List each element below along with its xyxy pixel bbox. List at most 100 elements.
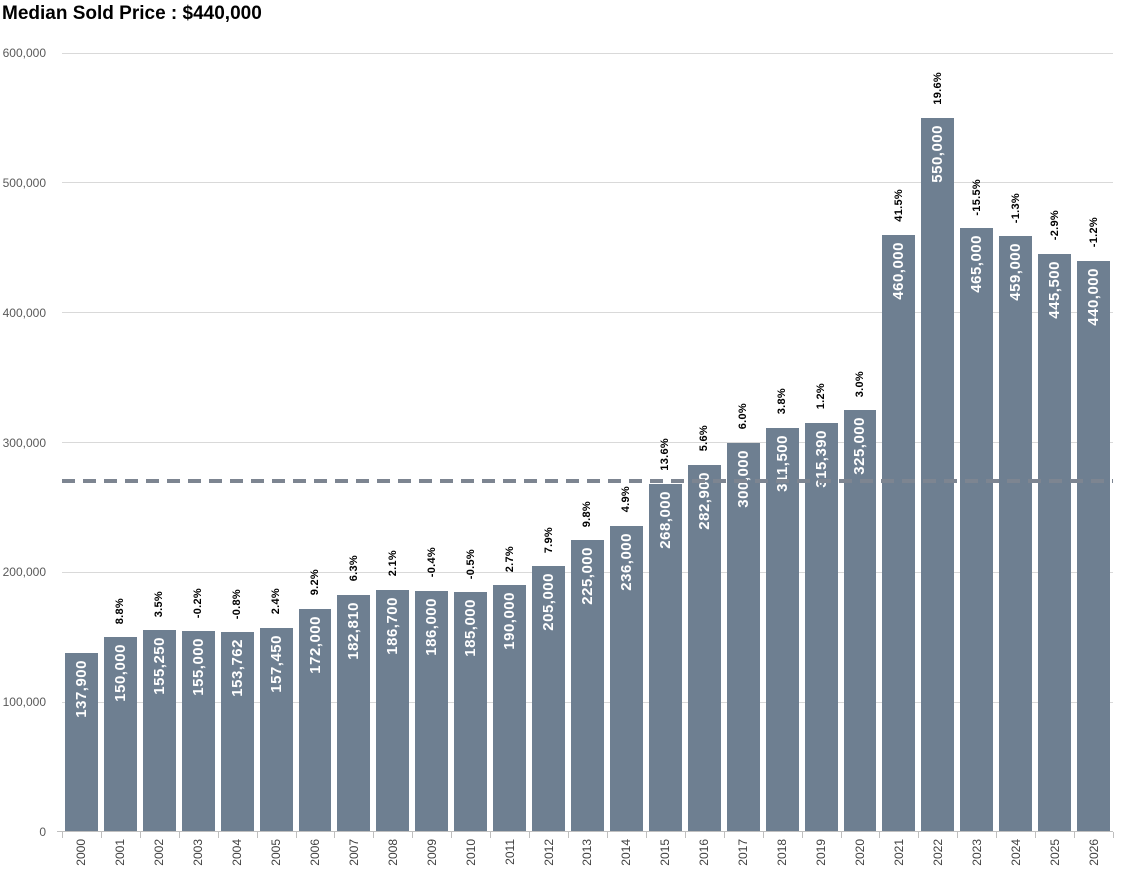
x-axis-label: 2014 (619, 839, 634, 866)
pct-change-label-wrap: -0.2% (179, 588, 218, 618)
x-axis-label-slot: 2010 (451, 839, 490, 873)
x-axis-label: 2013 (580, 839, 595, 866)
pct-change-label-wrap: -0.5% (451, 549, 490, 579)
bar: 150,000 (103, 637, 137, 832)
x-axis-label: 2016 (697, 839, 712, 866)
bar-slot: 236,000 4.9% (607, 53, 646, 832)
x-axis-label-slot: 2014 (607, 839, 646, 873)
bar: 190,000 (493, 585, 527, 832)
pct-change-label-wrap: -0.4% (412, 547, 451, 577)
pct-change-label: 6.0% (737, 403, 750, 430)
bar-slot: 182,810 6.3% (334, 53, 373, 832)
bar-slot: 459,000 -1.3% (996, 53, 1035, 832)
x-axis-tick (256, 832, 258, 838)
pct-change-label-wrap: -1.3% (996, 193, 1035, 223)
x-axis-label-slot: 2003 (179, 839, 218, 873)
bar: 236,000 (609, 525, 643, 832)
x-axis-tick (996, 832, 998, 838)
bar-slot: 311,500 3.8% (763, 53, 802, 832)
x-axis-label-slot: 2020 (841, 839, 880, 873)
bar: 315,390 (804, 422, 838, 832)
x-axis-tick (100, 832, 102, 838)
y-gridline (62, 52, 1113, 54)
x-axis-label-slot: 2004 (218, 839, 257, 873)
x-axis-label-slot: 2015 (646, 839, 685, 873)
bar-value-label: 155,000 (189, 637, 207, 696)
y-axis-tick-label: 500,000 (2, 175, 46, 190)
x-axis-tick (373, 832, 375, 838)
bar: 205,000 (532, 565, 566, 832)
x-axis-tick (606, 832, 608, 838)
pct-change-label: -2.9% (1048, 210, 1061, 241)
x-axis-label: 2018 (775, 839, 790, 866)
bar: 311,500 (765, 427, 799, 832)
bar: 186,700 (376, 589, 410, 832)
bar-value-label: 445,500 (1046, 260, 1064, 319)
bar-slot: 157,450 2.4% (257, 53, 296, 832)
x-axis-tick (684, 832, 686, 838)
pct-change-label: 41.5% (892, 189, 905, 222)
x-axis-label: 2009 (424, 839, 439, 866)
pct-change-label-wrap: -1.2% (1074, 217, 1113, 247)
bar: 445,500 (1038, 253, 1072, 832)
x-axis-tick (918, 832, 920, 838)
pct-change-label-wrap: 2.7% (490, 546, 529, 572)
pct-change-label-wrap: -0.8% (218, 589, 257, 619)
x-axis-tick (801, 832, 803, 838)
bar-slot: 186,000 -0.4% (412, 53, 451, 832)
bar-slot: 440,000 -1.2% (1074, 53, 1113, 832)
bar-slot: 155,000 -0.2% (179, 53, 218, 832)
bar-value-label: 157,450 (267, 634, 285, 693)
x-axis-label: 2026 (1086, 839, 1101, 866)
x-axis-label: 2023 (969, 839, 984, 866)
y-axis-tick-label: 400,000 (2, 305, 46, 320)
pct-change-label-wrap: 9.8% (568, 501, 607, 527)
x-axis-label-slot: 2023 (957, 839, 996, 873)
pct-change-label: 9.2% (309, 569, 321, 596)
bar-value-label: 460,000 (890, 241, 908, 300)
bar-slot: 282,900 5.6% (685, 53, 724, 832)
x-axis-label-slot: 2009 (412, 839, 451, 873)
pct-change-label-wrap: 4.9% (607, 486, 646, 512)
x-axis-tick (178, 832, 180, 838)
bar-value-label: 440,000 (1085, 267, 1103, 326)
pct-change-label: -1.3% (1009, 192, 1022, 224)
x-axis-label: 2025 (1047, 839, 1062, 866)
bar-slot: 325,000 3.0% (841, 53, 880, 832)
bar-value-label: 190,000 (501, 592, 519, 651)
bar-value-label: 185,000 (462, 598, 480, 657)
bar: 137,900 (65, 652, 98, 832)
bar-slot: 186,700 2.1% (373, 53, 412, 832)
bar-value-label: 186,000 (423, 597, 441, 656)
bar-value-label: 268,000 (656, 491, 674, 549)
reference-dashed-line (62, 479, 1113, 484)
bar-slot: 185,000 -0.5% (451, 53, 490, 832)
pct-change-label-wrap: -2.9% (1035, 210, 1074, 240)
x-axis-tick (139, 832, 141, 838)
x-axis-label: 2019 (814, 839, 829, 866)
pct-change-label-wrap: -15.5% (957, 179, 996, 216)
x-axis-label-slot: 2013 (568, 839, 607, 873)
pct-change-label: 9.8% (581, 500, 594, 527)
x-axis-label: 2006 (308, 839, 322, 866)
x-axis-label: 2015 (658, 839, 673, 866)
pct-change-label-wrap: 6.3% (334, 555, 373, 581)
x-axis-label-slot: 2018 (763, 839, 802, 873)
x-axis-label: 2008 (385, 839, 400, 866)
x-axis-baseline (57, 831, 1113, 832)
x-axis-tick (1035, 832, 1037, 838)
x-axis-label-slot: 2026 (1074, 839, 1113, 873)
x-axis-label: 2000 (74, 839, 89, 866)
x-axis-tick (568, 832, 570, 838)
bar: 157,450 (259, 627, 293, 832)
bar-slot: 550,000 19.6% (918, 53, 957, 832)
x-axis-tick (412, 832, 414, 838)
bar: 300,000 (726, 442, 760, 832)
bar: 225,000 (571, 539, 604, 832)
pct-change-label-wrap: 8.8% (101, 598, 140, 624)
y-axis-tick-label: 100,000 (2, 695, 46, 710)
x-axis-labels: 2000 2001 2002 2003 2004 2005 2006 2007 2008 2009… (62, 839, 1113, 873)
pct-change-label: 2.7% (503, 546, 516, 573)
bar: 155,250 (142, 630, 176, 832)
bar: 459,000 (999, 236, 1033, 832)
